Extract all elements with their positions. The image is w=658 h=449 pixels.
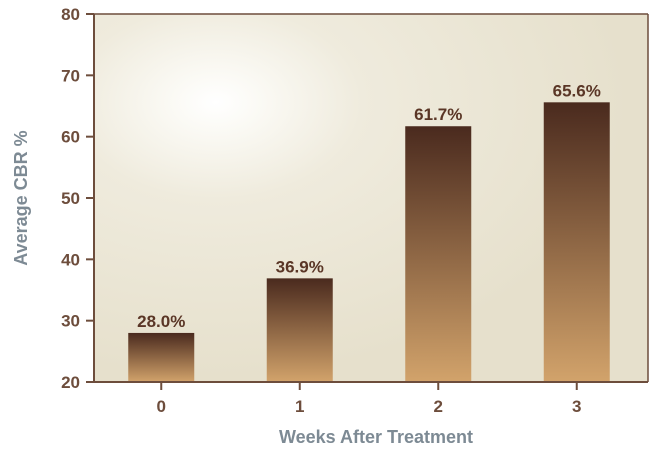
bar-week-2 [405,126,472,383]
x-tick-label: 2 [434,397,443,416]
y-tick-label: 30 [61,312,80,331]
x-tick-label: 0 [157,397,166,416]
data-label-week-3: 65.6% [553,81,601,100]
x-tick-label: 3 [572,397,581,416]
y-tick-label: 80 [61,5,80,24]
bar-week-1 [266,278,333,382]
y-tick-label: 20 [61,373,80,392]
y-tick-label: 70 [61,66,80,85]
data-label-week-1: 36.9% [276,257,324,276]
y-tick-label: 60 [61,128,80,147]
data-label-week-2: 61.7% [414,105,462,124]
x-tick-label: 1 [295,397,304,416]
y-tick-label: 50 [61,189,80,208]
bar-week-3 [543,102,610,382]
y-tick-label: 40 [61,250,80,269]
data-label-week-0: 28.0% [137,312,185,331]
bar-week-0 [128,332,195,382]
x-axis-title: Weeks After Treatment [279,427,473,447]
y-axis-title: Average CBR % [11,130,31,265]
